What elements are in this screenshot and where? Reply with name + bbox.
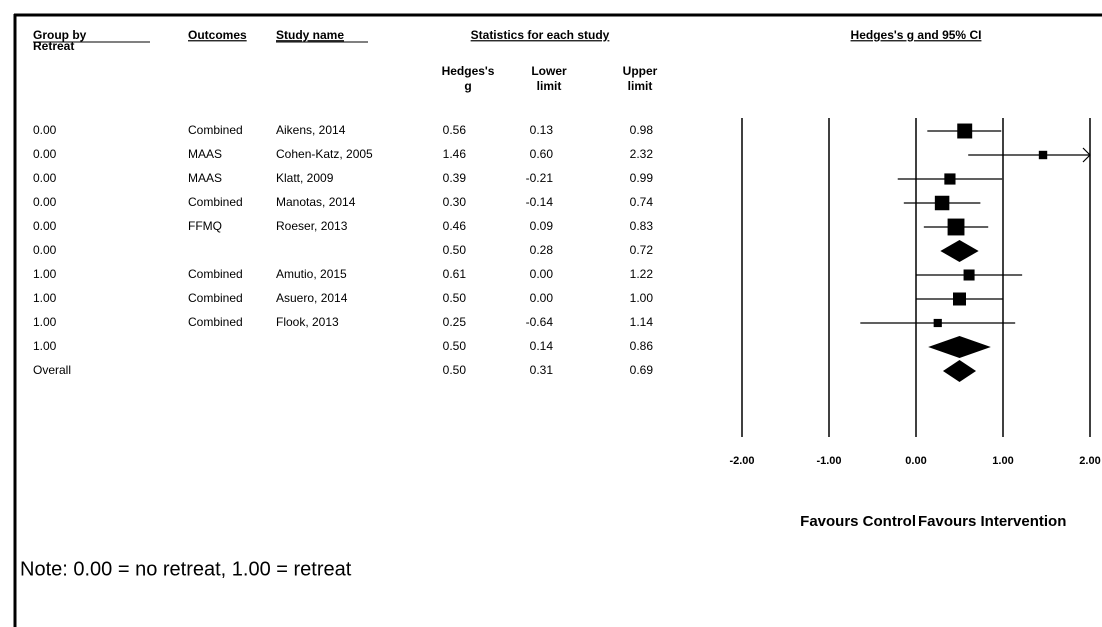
x-tick-label: 1.00 — [992, 455, 1013, 467]
stat-cell: -0.21 — [526, 171, 554, 185]
summary-diamond — [942, 360, 977, 382]
header-stats: Statistics for each study — [471, 28, 610, 42]
ci-arrow — [1082, 147, 1091, 163]
header-group: Retreat — [33, 39, 74, 53]
stat-cell: 0.09 — [530, 219, 554, 233]
group-cell: 1.00 — [33, 315, 57, 329]
point-estimate — [1038, 150, 1048, 160]
outcome-cell: MAAS — [188, 171, 222, 185]
summary-diamond — [928, 336, 991, 358]
stat-cell: 0.69 — [630, 363, 654, 377]
summary-diamond — [940, 240, 979, 262]
stat-cell: 0.74 — [630, 195, 654, 209]
stat-cell: 0.50 — [443, 339, 467, 353]
stat-cell: 0.50 — [443, 363, 467, 377]
header-upper: Upper — [623, 64, 658, 78]
stat-cell: 0.98 — [630, 123, 654, 137]
point-estimate — [963, 269, 975, 281]
stat-cell: 0.30 — [443, 195, 467, 209]
stat-cell: 0.86 — [630, 339, 654, 353]
group-cell: 0.00 — [33, 171, 57, 185]
favours-intervention: Favours Intervention — [918, 513, 1066, 530]
study-cell: Klatt, 2009 — [276, 171, 334, 185]
stat-cell: 0.50 — [443, 291, 467, 305]
study-cell: Roeser, 2013 — [276, 219, 348, 233]
outcome-cell: Combined — [188, 195, 243, 209]
outcome-cell: Combined — [188, 315, 243, 329]
x-tick-label: 0.00 — [905, 455, 926, 467]
stat-cell: 0.28 — [530, 243, 554, 257]
group-cell: 0.00 — [33, 195, 57, 209]
stat-cell: 1.22 — [630, 267, 654, 281]
stat-cell: 0.56 — [443, 123, 467, 137]
point-estimate — [933, 318, 942, 328]
header-lower: Lower — [531, 64, 567, 78]
outcome-cell: MAAS — [188, 147, 222, 161]
stat-cell: 0.72 — [630, 243, 654, 257]
point-estimate — [944, 173, 956, 185]
header-plot: Hedges's g and 95% CI — [851, 28, 982, 42]
stat-cell: 1.46 — [443, 147, 467, 161]
outcome-cell: Combined — [188, 267, 243, 281]
group-cell: 0.00 — [33, 147, 57, 161]
stat-cell: 0.50 — [443, 243, 467, 257]
stat-cell: 0.00 — [530, 291, 554, 305]
stat-cell: 0.14 — [530, 339, 554, 353]
study-cell: Amutio, 2015 — [276, 267, 347, 281]
outcome-cell: FFMQ — [188, 219, 222, 233]
group-cell: 1.00 — [33, 267, 57, 281]
point-estimate — [947, 218, 965, 236]
group-cell: Overall — [33, 363, 71, 377]
study-cell: Cohen-Katz, 2005 — [276, 147, 373, 161]
stat-cell: 0.60 — [530, 147, 554, 161]
stat-cell: 0.31 — [530, 363, 554, 377]
favours-control: Favours Control — [800, 513, 916, 530]
study-cell: Asuero, 2014 — [276, 291, 348, 305]
point-estimate — [934, 195, 950, 211]
header-study: Study name — [276, 28, 344, 42]
study-cell: Flook, 2013 — [276, 315, 339, 329]
outcome-cell: Combined — [188, 123, 243, 137]
stat-cell: 0.39 — [443, 171, 467, 185]
group-cell: 0.00 — [33, 243, 57, 257]
x-tick-label: -2.00 — [729, 455, 754, 467]
group-cell: 0.00 — [33, 123, 57, 137]
stat-cell: 0.99 — [630, 171, 654, 185]
header-upper: limit — [628, 79, 653, 93]
x-tick-label: 2.00 — [1079, 455, 1100, 467]
group-cell: 0.00 — [33, 219, 57, 233]
header-group: Group by — [33, 28, 87, 42]
outcome-cell: Combined — [188, 291, 243, 305]
stat-cell: 0.00 — [530, 267, 554, 281]
stat-cell: 0.25 — [443, 315, 467, 329]
stat-cell: 0.13 — [530, 123, 554, 137]
header-outcomes: Outcomes — [188, 28, 247, 42]
stat-cell: -0.14 — [526, 195, 554, 209]
x-tick-label: -1.00 — [816, 455, 841, 467]
stat-cell: 0.83 — [630, 219, 654, 233]
stat-cell: 2.32 — [630, 147, 654, 161]
stat-cell: -0.64 — [526, 315, 554, 329]
header-lower: limit — [537, 79, 562, 93]
stat-cell: 0.46 — [443, 219, 467, 233]
study-cell: Manotas, 2014 — [276, 195, 356, 209]
header-g: g — [464, 79, 471, 93]
header-g: Hedges's — [442, 64, 495, 78]
group-cell: 1.00 — [33, 291, 57, 305]
study-cell: Aikens, 2014 — [276, 123, 346, 137]
point-estimate — [953, 292, 966, 306]
group-cell: 1.00 — [33, 339, 57, 353]
point-estimate — [957, 123, 973, 139]
stat-cell: 0.61 — [443, 267, 467, 281]
note: Note: 0.00 = no retreat, 1.00 = retreat — [20, 558, 352, 580]
stat-cell: 1.14 — [630, 315, 654, 329]
stat-cell: 1.00 — [630, 291, 654, 305]
